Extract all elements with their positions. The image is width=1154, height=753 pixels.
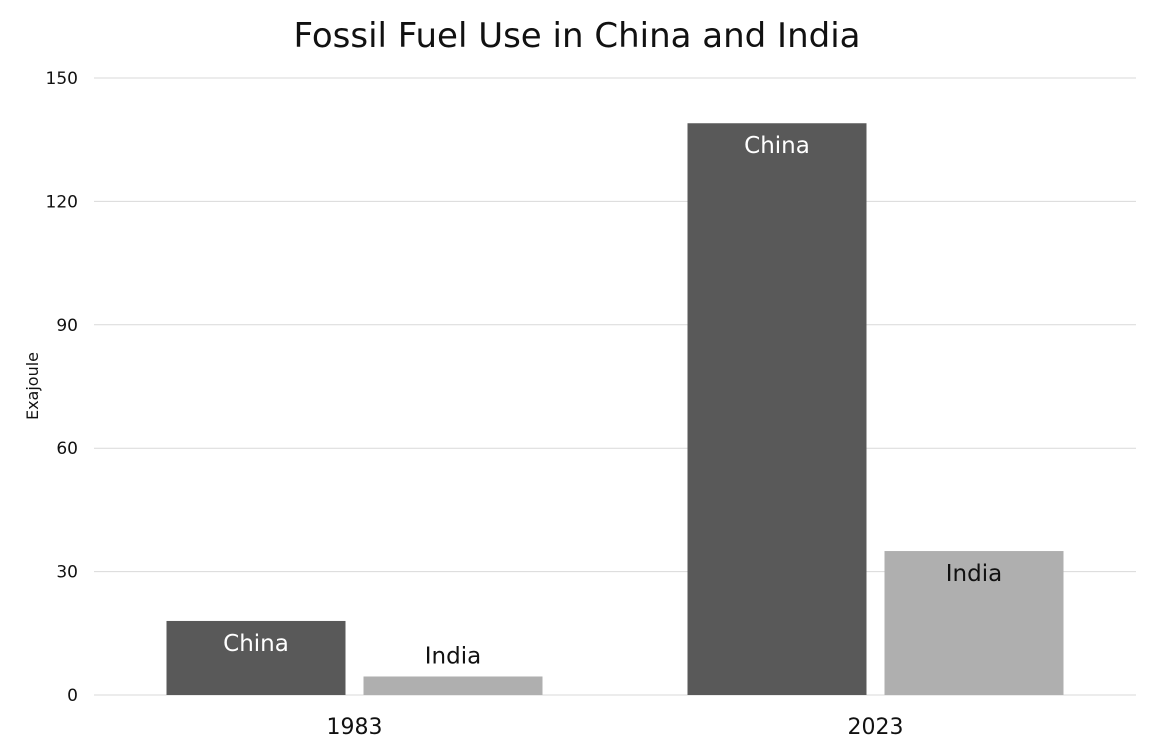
y-axis-ticks: 0 30 60 90 120 150 [46, 69, 78, 706]
x-tick-label-1983: 1983 [327, 715, 383, 740]
bar-india-2023 [884, 551, 1064, 695]
y-axis-label: Exajoule [23, 352, 42, 420]
bar-india-1983 [363, 676, 543, 695]
bar-label-india-1983: India [425, 643, 481, 669]
x-tick-label-2023: 2023 [848, 715, 904, 740]
bar-china-2023 [687, 123, 867, 696]
y-tick-label: 90 [56, 316, 78, 336]
y-tick-label: 60 [56, 439, 78, 459]
bar-label-china-2023: China [744, 133, 810, 159]
bar-labels: China India China India [223, 133, 1002, 669]
bar-china-1983 [166, 620, 346, 695]
x-axis-labels: 1983 2023 [327, 715, 904, 740]
chart-title: Fossil Fuel Use in China and India [294, 16, 861, 56]
y-tick-label: 0 [67, 686, 78, 706]
bars [166, 123, 1064, 696]
y-tick-label: 30 [56, 563, 78, 583]
y-tick-label: 150 [46, 69, 78, 89]
bar-label-india-2023: India [946, 561, 1002, 587]
bar-label-china-1983: China [223, 631, 289, 657]
y-tick-label: 120 [46, 192, 78, 212]
